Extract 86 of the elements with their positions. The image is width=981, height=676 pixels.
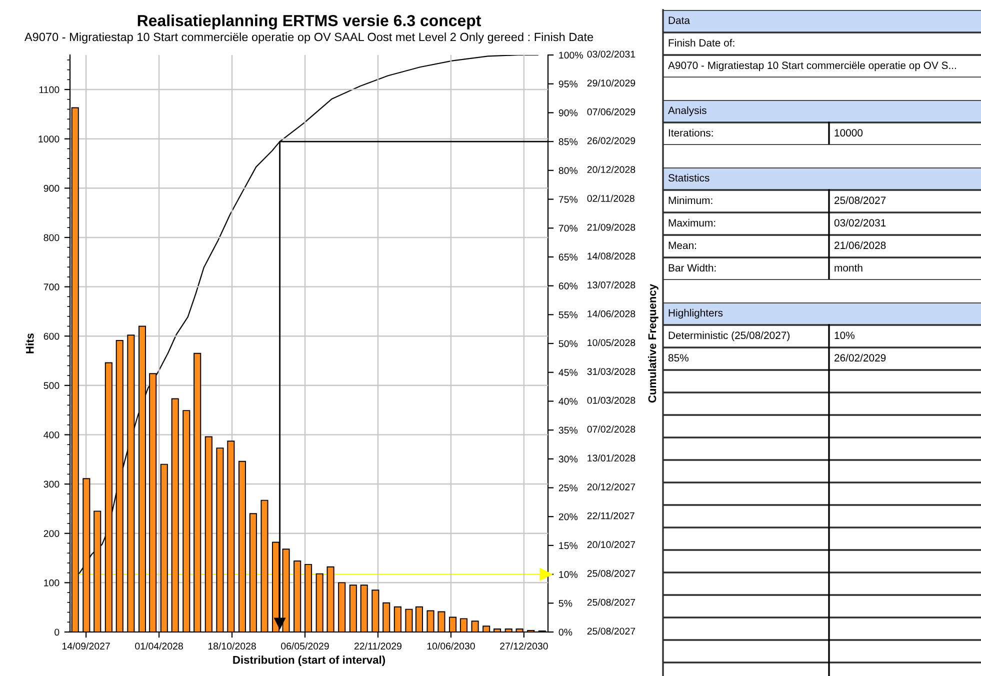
y2-tick-label: 10% xyxy=(559,571,578,578)
y2-tick-label: 65% xyxy=(558,254,578,261)
y-tick-label: 400 xyxy=(44,431,60,438)
y2-tick-label: 55% xyxy=(558,311,578,318)
category-label: Bar Width: xyxy=(668,264,716,272)
y2-tick-label: 90% xyxy=(558,109,578,116)
text: 10000 xyxy=(834,129,863,137)
text: 26/02/2029 xyxy=(587,137,636,144)
text: 20/12/2027 xyxy=(587,483,636,490)
text: 22/11/2027 xyxy=(587,512,634,520)
text: 29/10/2029 xyxy=(587,79,636,86)
y2-tick-label: 70% xyxy=(558,224,578,232)
y2-tick-label: 45% xyxy=(558,369,578,376)
chart-title: Realisatieplanning ERTMS versie 6.3 concept xyxy=(138,14,482,30)
text: 20/12/2028 xyxy=(587,166,636,174)
y-tick-label: 700 xyxy=(44,284,60,290)
y2-tick-label: 75% xyxy=(558,196,578,203)
text: 07/02/2028 xyxy=(587,426,636,433)
text: Analysis xyxy=(668,106,706,116)
x-tick-label: 27/12/2030 xyxy=(500,642,548,650)
text: 03/02/2031 xyxy=(834,218,886,227)
y-tick-label: 1100 xyxy=(39,86,60,94)
text: 20/10/2027 xyxy=(587,540,636,548)
chart-subtitle: A9070 - Migratiestap 10 Start commerciële operatie op OV SAAL Oost met Level 2 Only gereed : Finish Date xyxy=(24,32,594,44)
y-tick-label: 800 xyxy=(44,234,60,242)
y-tick-label: 0 xyxy=(54,628,60,636)
y2-tick-label: 5% xyxy=(558,600,572,607)
y-tick-label: 300 xyxy=(44,480,60,488)
category-label: Maximum: xyxy=(668,218,716,227)
y2-tick-label: 40% xyxy=(558,398,578,405)
category-label: Mean: xyxy=(668,242,696,250)
x-tick-label: 06/05/2029 xyxy=(281,642,329,650)
text: 03/02/2031 xyxy=(587,50,636,58)
x-tick-label: 18/10/2028 xyxy=(208,642,256,650)
y-tick-label: 200 xyxy=(44,530,60,537)
y-tick-label: 900 xyxy=(44,184,60,192)
y2-tick-label: 100% xyxy=(559,52,583,59)
text: 21/06/2028 xyxy=(834,241,886,250)
text: 25/08/2027 xyxy=(587,627,636,635)
text: 10% xyxy=(834,332,854,340)
text: 14/08/2028 xyxy=(588,252,636,260)
text: Highlighters xyxy=(668,308,723,319)
text: 01/03/2028 xyxy=(587,396,636,404)
category-label: A9070 - Migratiestap 10 Start commerciële operatie op OV S... xyxy=(668,61,956,72)
y2-tick-label: 60% xyxy=(558,282,578,290)
category-label: Iterations: xyxy=(668,128,713,137)
y2-tick-label: 0% xyxy=(558,628,572,636)
text: 13/07/2028 xyxy=(588,281,636,288)
y2-tick-label: 95% xyxy=(558,80,578,88)
text: 26/02/2029 xyxy=(834,354,886,362)
x-tick-label: 10/06/2030 xyxy=(427,642,475,650)
category-label: Finish Date of: xyxy=(668,38,734,47)
y2-tick-label: 15% xyxy=(559,542,578,550)
y-axis-title: Hits xyxy=(26,333,34,354)
text: Statistics xyxy=(668,174,710,182)
category-label: Minimum: xyxy=(668,196,712,204)
text: 25/08/2027 xyxy=(834,196,886,204)
x-axis-title: Distribution (start of interval) xyxy=(233,656,385,666)
y2-tick-label: 80% xyxy=(558,167,578,174)
x-tick-label: 14/09/2027 xyxy=(62,642,110,650)
text: 25/08/2027 xyxy=(587,570,636,577)
text: 21/09/2028 xyxy=(587,224,636,231)
y-tick-label: 500 xyxy=(44,382,60,390)
text: 14/06/2028 xyxy=(588,310,636,318)
y2-tick-label: 35% xyxy=(558,426,578,434)
text: 13/01/2028 xyxy=(588,454,636,462)
y-tick-label: 1000 xyxy=(38,136,60,142)
category-label: Deterministic (25/08/2027) xyxy=(668,331,790,342)
y2-tick-label: 50% xyxy=(558,340,578,348)
text: Data xyxy=(668,16,690,24)
y-tick-label: 100 xyxy=(44,579,60,586)
text: 10/05/2028 xyxy=(588,338,636,346)
y2-tick-label: 20% xyxy=(558,513,578,520)
x-tick-label: 22/11/2029 xyxy=(354,642,402,650)
text: month xyxy=(834,264,862,272)
y2-tick-label: 25% xyxy=(558,484,578,492)
text: 25/08/2027 xyxy=(587,598,636,606)
text: 02/11/2028 xyxy=(587,194,634,202)
y-tick-label: 600 xyxy=(44,332,60,340)
y2-axis-title: Cumulative Frequency xyxy=(648,284,658,403)
y2-tick-label: 30% xyxy=(558,456,578,463)
x-tick-label: 01/04/2028 xyxy=(135,642,183,650)
category-label: 85% xyxy=(668,354,688,362)
text: 31/03/2028 xyxy=(587,368,636,375)
y2-tick-label: 85% xyxy=(558,138,578,146)
text: 07/06/2029 xyxy=(587,108,636,116)
